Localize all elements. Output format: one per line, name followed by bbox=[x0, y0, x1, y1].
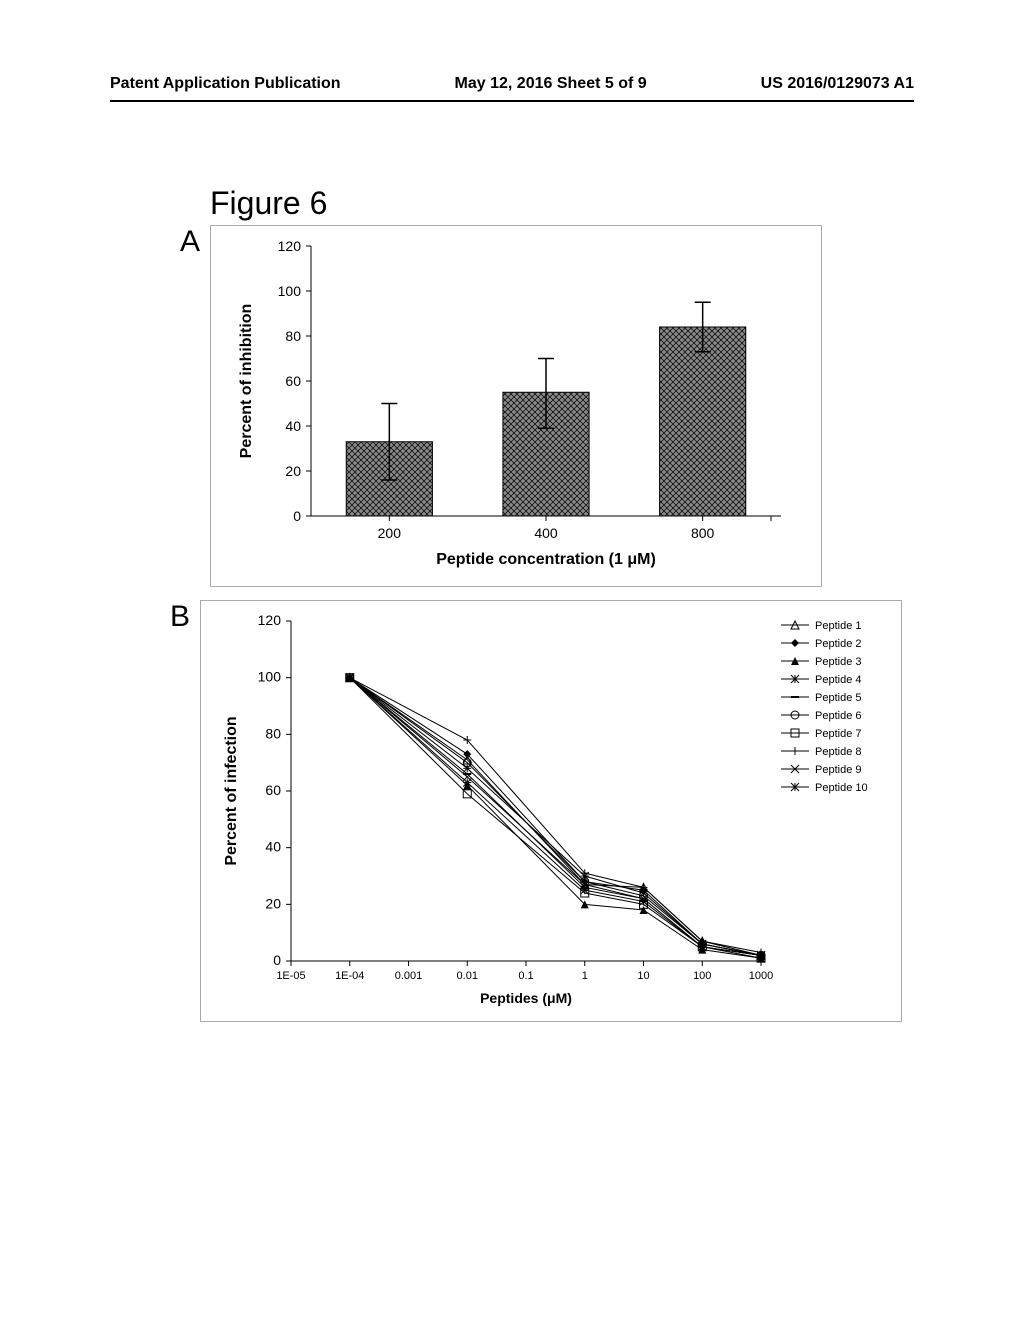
panel-b-label: B bbox=[170, 600, 190, 634]
svg-text:40: 40 bbox=[285, 418, 301, 434]
svg-text:400: 400 bbox=[534, 525, 558, 541]
svg-text:Peptide 8: Peptide 8 bbox=[815, 746, 861, 758]
svg-text:10: 10 bbox=[637, 970, 649, 982]
header-left: Patent Application Publication bbox=[110, 75, 341, 93]
svg-text:Peptide 10: Peptide 10 bbox=[815, 782, 868, 794]
svg-text:0.1: 0.1 bbox=[518, 970, 533, 982]
svg-text:Peptide 3: Peptide 3 bbox=[815, 656, 861, 668]
svg-text:0: 0 bbox=[273, 952, 281, 968]
svg-text:1E-05: 1E-05 bbox=[276, 970, 305, 982]
svg-text:0.01: 0.01 bbox=[457, 970, 478, 982]
header-center: May 12, 2016 Sheet 5 of 9 bbox=[455, 75, 647, 93]
svg-text:Peptide concentration (1 μM): Peptide concentration (1 μM) bbox=[436, 551, 656, 568]
panel-a-label: A bbox=[180, 225, 200, 259]
chart-b-box: 0 20 40 60 80 100 120 1E-05 1E-04 0.001 0.01 0.1 1 10… bbox=[200, 600, 902, 1022]
svg-text:1000: 1000 bbox=[749, 970, 773, 982]
svg-text:60: 60 bbox=[265, 782, 281, 798]
chart-a-svg: 0 20 40 60 80 100 120 200 400 800 Percent of inhib… bbox=[211, 226, 821, 586]
header-rule bbox=[110, 100, 914, 102]
svg-text:40: 40 bbox=[265, 839, 281, 855]
svg-text:100: 100 bbox=[693, 970, 711, 982]
svg-text:1E-04: 1E-04 bbox=[335, 970, 364, 982]
svg-text:Percent of infection: Percent of infection bbox=[223, 716, 240, 865]
svg-text:20: 20 bbox=[265, 895, 281, 911]
svg-text:Peptide 4: Peptide 4 bbox=[815, 674, 861, 686]
svg-text:800: 800 bbox=[691, 525, 715, 541]
svg-text:0: 0 bbox=[293, 508, 301, 524]
svg-text:20: 20 bbox=[285, 463, 301, 479]
svg-text:1: 1 bbox=[582, 970, 588, 982]
header: Patent Application Publication May 12, 2… bbox=[0, 75, 1024, 93]
svg-text:60: 60 bbox=[285, 373, 301, 389]
svg-text:200: 200 bbox=[378, 525, 402, 541]
svg-text:Peptide 1: Peptide 1 bbox=[815, 620, 861, 632]
svg-text:Peptide 7: Peptide 7 bbox=[815, 728, 861, 740]
svg-text:80: 80 bbox=[285, 328, 301, 344]
svg-text:Peptide 6: Peptide 6 bbox=[815, 710, 861, 722]
svg-text:Percent of inhibition: Percent of inhibition bbox=[238, 304, 255, 459]
svg-text:120: 120 bbox=[278, 238, 302, 254]
figure-label: Figure 6 bbox=[210, 185, 327, 222]
chart-b-svg: 0 20 40 60 80 100 120 1E-05 1E-04 0.001 0.01 0.1 1 10… bbox=[201, 601, 901, 1021]
svg-text:Peptides (μM): Peptides (μM) bbox=[480, 990, 572, 1006]
svg-text:Peptide 5: Peptide 5 bbox=[815, 692, 861, 704]
svg-text:100: 100 bbox=[258, 669, 282, 685]
chart-a-box: 0 20 40 60 80 100 120 200 400 800 Percent of inhib… bbox=[210, 225, 822, 587]
svg-text:100: 100 bbox=[278, 283, 302, 299]
svg-text:0.001: 0.001 bbox=[395, 970, 423, 982]
page: Patent Application Publication May 12, 2… bbox=[0, 0, 1024, 1320]
svg-text:120: 120 bbox=[258, 612, 282, 628]
svg-text:Peptide 9: Peptide 9 bbox=[815, 764, 861, 776]
svg-text:Peptide 2: Peptide 2 bbox=[815, 638, 861, 650]
svg-text:80: 80 bbox=[265, 725, 281, 741]
header-right: US 2016/0129073 A1 bbox=[761, 75, 914, 93]
